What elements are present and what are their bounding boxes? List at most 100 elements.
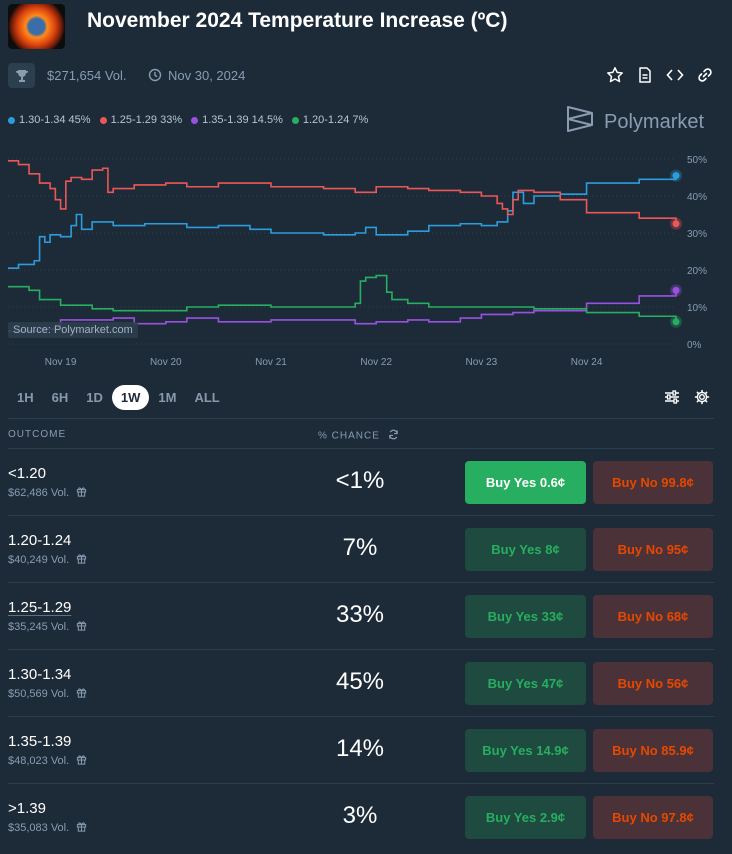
buy-no-button[interactable]: Buy No 68¢ (593, 595, 713, 638)
y-tick-label: 20% (687, 266, 707, 277)
chart-legend: 1.30-1.34 45% 1.25-1.29 33% 1.35-1.39 14… (8, 114, 368, 126)
outcome-row[interactable]: >1.39 $35,083 Vol. 3% Buy Yes 2.9¢ Buy N… (8, 784, 714, 851)
legend-item[interactable]: 1.35-1.39 14.5% (191, 114, 283, 126)
gift-icon[interactable] (76, 687, 87, 701)
range-6h-button[interactable]: 6H (51, 389, 69, 405)
gift-icon[interactable] (76, 620, 87, 634)
outcome-volume: $35,245 Vol. (8, 620, 87, 634)
outcome-name: 1.30-1.34 (8, 666, 72, 683)
sliders-icon[interactable] (664, 389, 680, 410)
outcome-volume: $62,486 Vol. (8, 486, 87, 500)
series-line (8, 290, 677, 332)
outcome-chance: 45% (335, 668, 385, 695)
buy-yes-button[interactable]: Buy Yes 33¢ (465, 595, 586, 638)
market-title: November 2024 Temperature Increase (ºC) (87, 9, 508, 32)
gift-icon[interactable] (76, 821, 87, 835)
outcome-name: 1.25-1.29 (8, 599, 72, 616)
divider (8, 582, 714, 583)
legend-dot (291, 116, 299, 124)
market-end-date: Nov 30, 2024 (168, 68, 246, 83)
range-1w-button[interactable]: 1W (111, 384, 150, 410)
chance-column-header: % CHANCE (318, 429, 399, 443)
outcome-chance: 7% (342, 534, 378, 561)
buy-no-button[interactable]: Buy No 85.9¢ (593, 729, 713, 772)
legend-item[interactable]: 1.20-1.24 7% (291, 114, 369, 126)
x-tick-label: Nov 21 (255, 357, 287, 368)
series-line (8, 175, 677, 269)
divider (8, 418, 714, 419)
x-tick-label: Nov 19 (45, 357, 77, 368)
series-end-dot (672, 286, 680, 294)
gift-icon[interactable] (76, 486, 87, 500)
market-volume: $271,654 Vol. (47, 68, 127, 83)
y-tick-label: 50% (687, 155, 707, 166)
outcome-row[interactable]: 1.25-1.29 $35,245 Vol. 33% Buy Yes 33¢ B… (8, 583, 714, 650)
outcome-volume: $35,083 Vol. (8, 821, 87, 835)
buy-no-button[interactable]: Buy No 56¢ (593, 662, 713, 705)
buy-yes-button[interactable]: Buy Yes 8¢ (465, 528, 586, 571)
range-1h-button[interactable]: 1H (17, 389, 34, 405)
chart-tools (664, 389, 710, 410)
legend-dot (8, 116, 15, 124)
legend-label: 1.20-1.24 7% (302, 114, 369, 126)
buy-yes-button[interactable]: Buy Yes 47¢ (465, 662, 586, 705)
buy-no-button[interactable]: Buy No 97.8¢ (593, 796, 713, 839)
legend-label: 1.30-1.34 45% (19, 114, 91, 126)
outcome-column-header: OUTCOME (8, 429, 67, 440)
x-tick-label: Nov 23 (466, 357, 498, 368)
outcome-row[interactable]: <1.20 $62,486 Vol. <1% Buy Yes 0.6¢ Buy … (8, 449, 714, 516)
polymarket-wordmark: Polymarket (604, 110, 705, 133)
x-tick-label: Nov 24 (571, 357, 603, 368)
buy-yes-button[interactable]: Buy Yes 0.6¢ (465, 461, 586, 504)
outcome-volume-text: $50,569 Vol. (8, 688, 70, 700)
buy-yes-button[interactable]: Buy Yes 2.9¢ (465, 796, 586, 839)
range-1d-button[interactable]: 1D (86, 389, 103, 405)
gift-icon[interactable] (76, 553, 87, 567)
x-tick-label: Nov 20 (150, 357, 182, 368)
outcome-chance: 33% (335, 601, 385, 628)
refresh-icon[interactable] (388, 429, 399, 443)
outcome-name: <1.20 (8, 465, 46, 482)
outcome-row[interactable]: 1.20-1.24 $40,249 Vol. 7% Buy Yes 8¢ Buy… (8, 516, 714, 583)
legend-dot (191, 116, 199, 124)
legend-label: 1.35-1.39 14.5% (202, 114, 283, 126)
series-line (8, 160, 677, 224)
range-all-button[interactable]: ALL (194, 389, 220, 405)
outcome-name: 1.35-1.39 (8, 733, 72, 750)
outcome-row[interactable]: 1.35-1.39 $48,023 Vol. 14% Buy Yes 14.9¢… (8, 717, 714, 784)
outcome-chance: 14% (335, 735, 385, 762)
outcome-volume: $40,249 Vol. (8, 553, 87, 567)
polymarket-logo-icon (566, 104, 594, 140)
outcome-volume: $50,569 Vol. (8, 687, 87, 701)
legend-item[interactable]: 1.30-1.34 45% (8, 114, 91, 126)
outcome-row[interactable]: 1.30-1.34 $50,569 Vol. 45% Buy Yes 47¢ B… (8, 650, 714, 717)
document-icon[interactable] (636, 66, 654, 84)
embed-code-icon[interactable] (666, 66, 684, 84)
outcome-name: >1.39 (8, 800, 46, 817)
outcome-volume-text: $62,486 Vol. (8, 487, 70, 499)
divider (8, 649, 714, 650)
buy-yes-button[interactable]: Buy Yes 14.9¢ (465, 729, 586, 772)
clock-icon (148, 68, 162, 87)
price-chart[interactable]: 50% 40% 30% 20% 10% 0% Nov 19 Nov 20 Nov 21 Nov 2… (0, 150, 732, 372)
legend-label: 1.25-1.29 33% (110, 114, 183, 126)
buy-no-button[interactable]: Buy No 99.8¢ (593, 461, 713, 504)
divider (8, 448, 714, 449)
range-1m-button[interactable]: 1M (158, 389, 177, 405)
gear-icon[interactable] (694, 389, 710, 410)
buy-no-button[interactable]: Buy No 95¢ (593, 528, 713, 571)
outcome-volume-text: $48,023 Vol. (8, 755, 70, 767)
series-end-dot (672, 172, 680, 180)
chart-source-label: Source: Polymarket.com (8, 322, 138, 338)
star-icon[interactable] (606, 66, 624, 84)
outcome-chance: <1% (335, 467, 385, 494)
link-icon[interactable] (696, 66, 714, 84)
chance-header-label: % CHANCE (318, 430, 380, 442)
series-end-dot (672, 220, 680, 228)
legend-item[interactable]: 1.25-1.29 33% (99, 114, 183, 126)
outcome-volume-text: $40,249 Vol. (8, 554, 70, 566)
y-tick-label: 10% (687, 303, 707, 314)
gift-icon[interactable] (76, 754, 87, 768)
header-actions (606, 66, 714, 84)
trophy-icon[interactable] (8, 63, 35, 88)
